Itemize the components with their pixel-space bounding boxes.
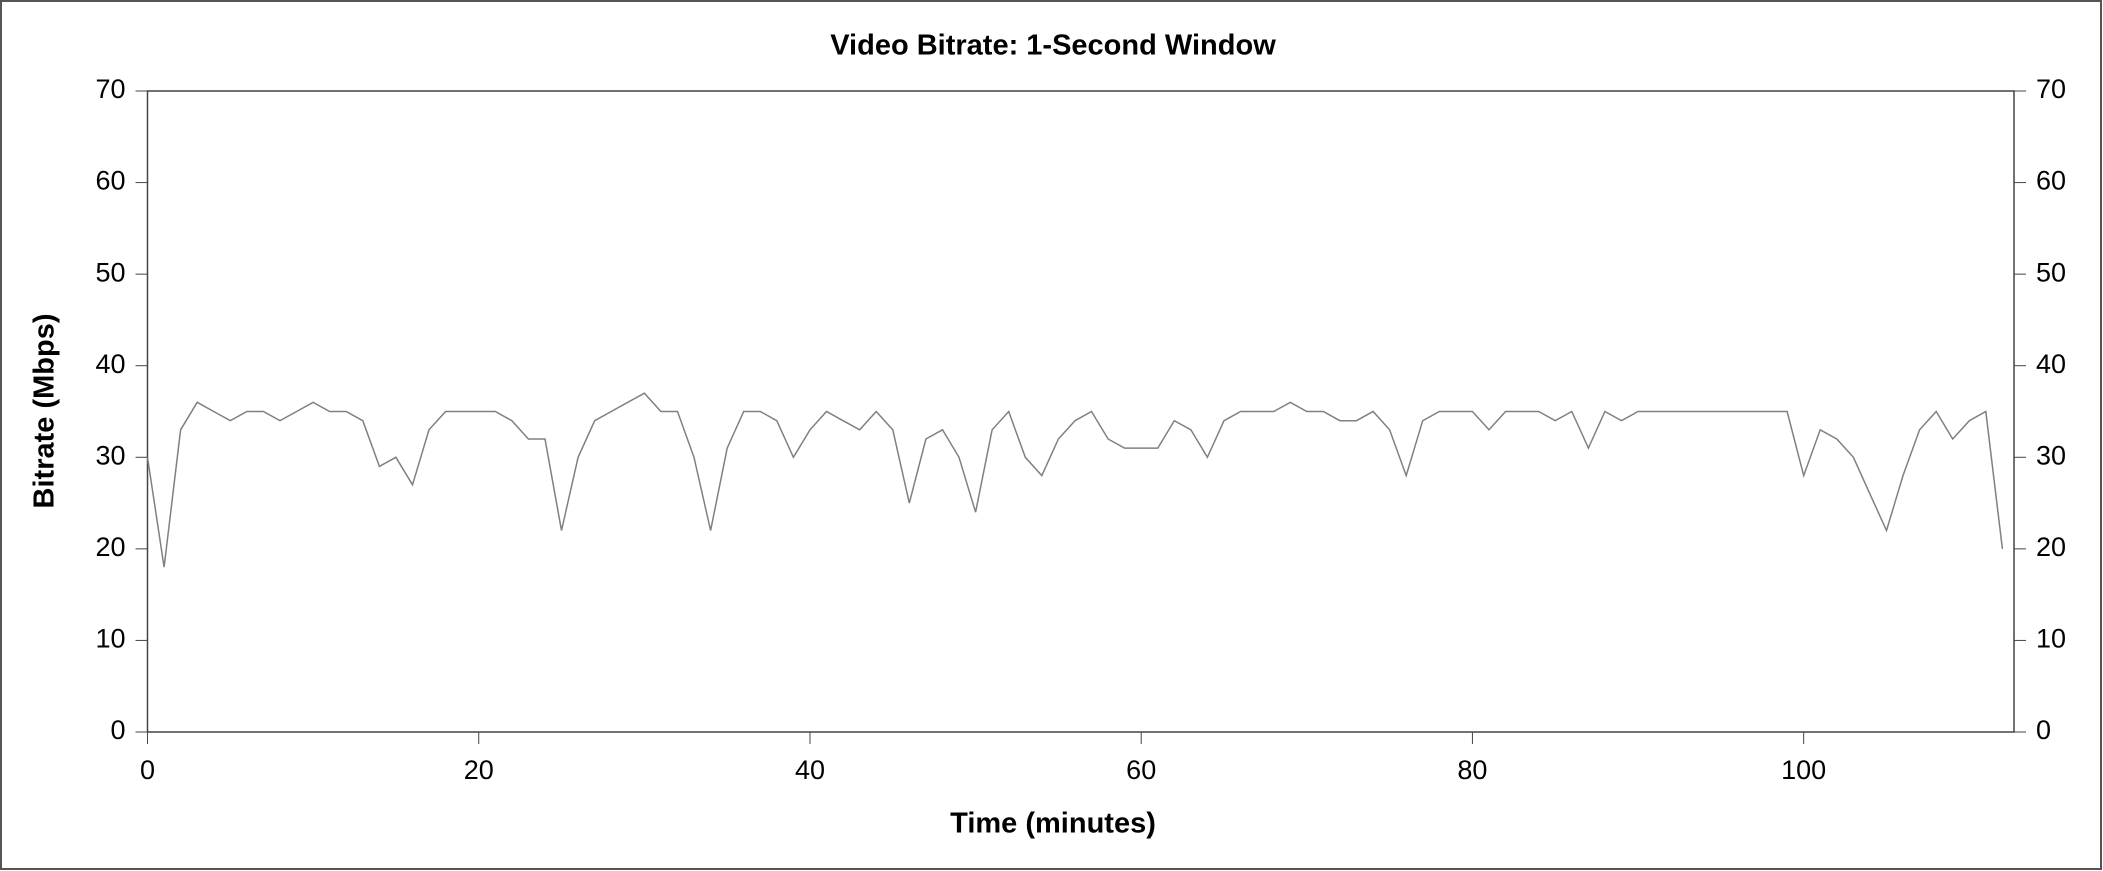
series-line (146, 392, 2004, 568)
x-tick-label: 40 (795, 755, 825, 785)
y-tick-label: 40 (95, 349, 125, 379)
y-tick-label: 10 (95, 624, 125, 654)
plot-area (146, 90, 2015, 733)
x-tick-label: 60 (1126, 755, 1156, 785)
y2-tick-label: 20 (2036, 532, 2066, 562)
y2-tick-label: 10 (2036, 624, 2066, 654)
y-tick-label: 50 (95, 257, 125, 287)
x-tick-label: 0 (140, 755, 155, 785)
y2-tick-label: 60 (2036, 166, 2066, 196)
y2-tick-label: 50 (2036, 257, 2066, 287)
y-tick-label: 30 (95, 440, 125, 470)
y-tick-label: 70 (95, 74, 125, 104)
y2-tick-label: 40 (2036, 349, 2066, 379)
y2-tick-label: 70 (2036, 74, 2066, 104)
y2-tick-label: 30 (2036, 440, 2066, 470)
chart-title: Video Bitrate: 1-Second Window (830, 30, 1276, 62)
y-tick-label: 0 (110, 715, 125, 745)
x-tick-label: 80 (1457, 755, 1487, 785)
x-tick-label: 100 (1781, 755, 1826, 785)
x-tick-label: 20 (464, 755, 494, 785)
y-axis-label: Bitrate (Mbps) (29, 314, 61, 509)
y-tick-label: 20 (95, 532, 125, 562)
x-axis-label: Time (minutes) (950, 808, 1156, 840)
y-tick-label: 60 (95, 166, 125, 196)
y2-tick-label: 0 (2036, 715, 2051, 745)
